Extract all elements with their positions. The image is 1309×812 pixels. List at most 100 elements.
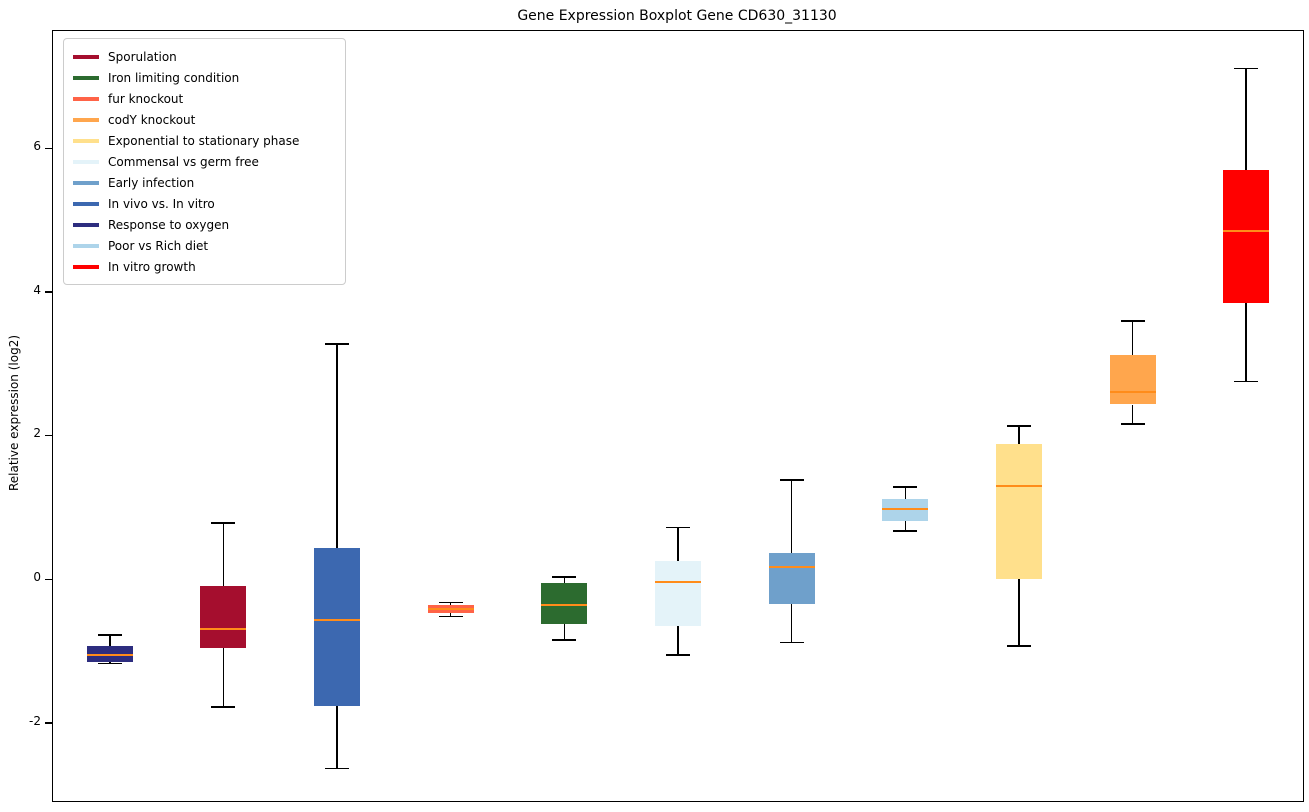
whisker-cap-lower	[779, 641, 804, 643]
legend-item: codY knockout	[73, 109, 335, 130]
legend-swatch-icon	[73, 222, 99, 227]
legend-swatch-icon	[73, 75, 99, 80]
median-line	[882, 508, 929, 511]
whisker-upper	[336, 344, 338, 549]
whisker-cap-lower	[211, 706, 236, 708]
whisker-cap-upper	[779, 479, 804, 481]
legend-item-label: fur knockout	[108, 91, 184, 106]
whisker-lower	[222, 648, 225, 707]
box-1	[86, 645, 133, 662]
chart-title: Gene Expression Boxplot Gene CD630_31130	[517, 8, 837, 24]
box-5	[541, 583, 588, 624]
median-line	[541, 603, 588, 606]
legend-item-label: Exponential to stationary phase	[108, 133, 300, 148]
legend-swatch-icon	[73, 201, 99, 206]
whisker-upper	[109, 635, 111, 646]
y-tick-label: 6	[33, 139, 41, 154]
y-tick-label: 0	[33, 570, 41, 585]
median-line	[655, 580, 701, 583]
box-10	[1109, 354, 1156, 405]
legend-item: Response to oxygen	[73, 214, 335, 235]
legend-item-label: Commensal vs germ free	[108, 154, 259, 169]
box-9	[995, 444, 1042, 580]
legend-item-label: In vivo vs. In vitro	[108, 196, 215, 211]
y-tick-label: -2	[29, 713, 41, 728]
whisker-lower	[1245, 303, 1247, 382]
whisker-lower	[1018, 579, 1020, 646]
whisker-lower	[563, 623, 566, 641]
legend-swatch-icon	[73, 117, 99, 122]
legend-item: fur knockout	[73, 88, 335, 109]
legend-item: Sporulation	[73, 46, 335, 67]
y-axis-label: Relative expression (log2)	[7, 334, 21, 492]
y-tick-mark	[45, 291, 52, 293]
legend-item: Commensal vs germ free	[73, 151, 335, 172]
whisker-lower	[790, 604, 793, 643]
legend-swatch-icon	[73, 96, 99, 101]
whisker-cap-upper	[1006, 425, 1031, 427]
median-line	[86, 654, 133, 657]
legend-swatch-icon	[73, 243, 99, 248]
box-11	[1223, 169, 1270, 304]
whisker-upper	[790, 479, 793, 554]
legend-item-label: Early infection	[108, 175, 195, 190]
whisker-lower	[450, 612, 452, 617]
whisker-lower	[336, 706, 338, 769]
whisker-upper	[904, 487, 906, 500]
whisker-cap-upper	[552, 576, 577, 578]
legend-swatch-icon	[73, 159, 99, 164]
whisker-cap-upper	[893, 486, 918, 488]
whisker-upper	[222, 523, 225, 587]
whisker-cap-lower	[325, 767, 350, 770]
legend-item-label: Sporulation	[108, 49, 177, 64]
median-line	[200, 628, 247, 631]
legend-swatch-icon	[73, 138, 99, 143]
median-line	[1223, 230, 1270, 233]
y-tick-mark	[45, 434, 52, 437]
legend: Sporulation Iron limiting condition fur kn…	[63, 38, 346, 285]
whisker-upper	[1245, 68, 1247, 170]
legend-item: Poor vs Rich diet	[73, 235, 335, 256]
whisker-cap-upper	[1234, 67, 1259, 70]
legend-item-label: Response to oxygen	[108, 217, 230, 232]
median-line	[427, 608, 474, 611]
legend-item: Iron limiting condition	[73, 67, 335, 88]
whisker-lower	[904, 520, 906, 531]
whisker-upper	[677, 527, 679, 562]
legend-item: In vivo vs. In vitro	[73, 193, 335, 214]
whisker-cap-upper	[666, 526, 690, 529]
whisker-cap-upper	[1120, 320, 1145, 322]
legend-swatch-icon	[73, 264, 99, 269]
whisker-upper	[1018, 426, 1020, 444]
median-line	[1109, 391, 1156, 394]
whisker-cap-lower	[666, 654, 690, 656]
box-7	[768, 553, 815, 605]
y-tick-mark	[45, 722, 52, 724]
whisker-cap-upper	[97, 634, 122, 636]
whisker-cap-lower	[552, 639, 577, 641]
whisker-upper	[450, 602, 452, 605]
legend-item-label: Iron limiting condition	[108, 70, 240, 85]
legend-swatch-icon	[73, 54, 99, 59]
whisker-cap-lower	[438, 615, 463, 618]
whisker-cap-upper	[211, 522, 236, 524]
box-3	[314, 548, 361, 707]
y-tick-label: 4	[33, 282, 41, 297]
y-tick-label: 2	[33, 426, 41, 441]
legend-item: Exponential to stationary phase	[73, 130, 335, 151]
legend-item: Early infection	[73, 172, 335, 193]
whisker-cap-upper	[438, 602, 463, 604]
plot-area: Sporulation Iron limiting condition fur kn…	[29, 30, 1304, 802]
median-line	[314, 618, 361, 621]
y-tick-mark	[45, 578, 52, 580]
legend-item: In vitro growth	[73, 256, 335, 277]
whisker-lower	[109, 661, 111, 664]
whisker-upper	[563, 576, 566, 584]
legend-item-label: codY knockout	[108, 112, 196, 127]
whisker-cap-lower	[1006, 645, 1031, 647]
whisker-upper	[1131, 321, 1134, 355]
whisker-cap-lower	[97, 663, 122, 665]
box-2	[200, 586, 247, 648]
whisker-cap-lower	[893, 530, 918, 532]
